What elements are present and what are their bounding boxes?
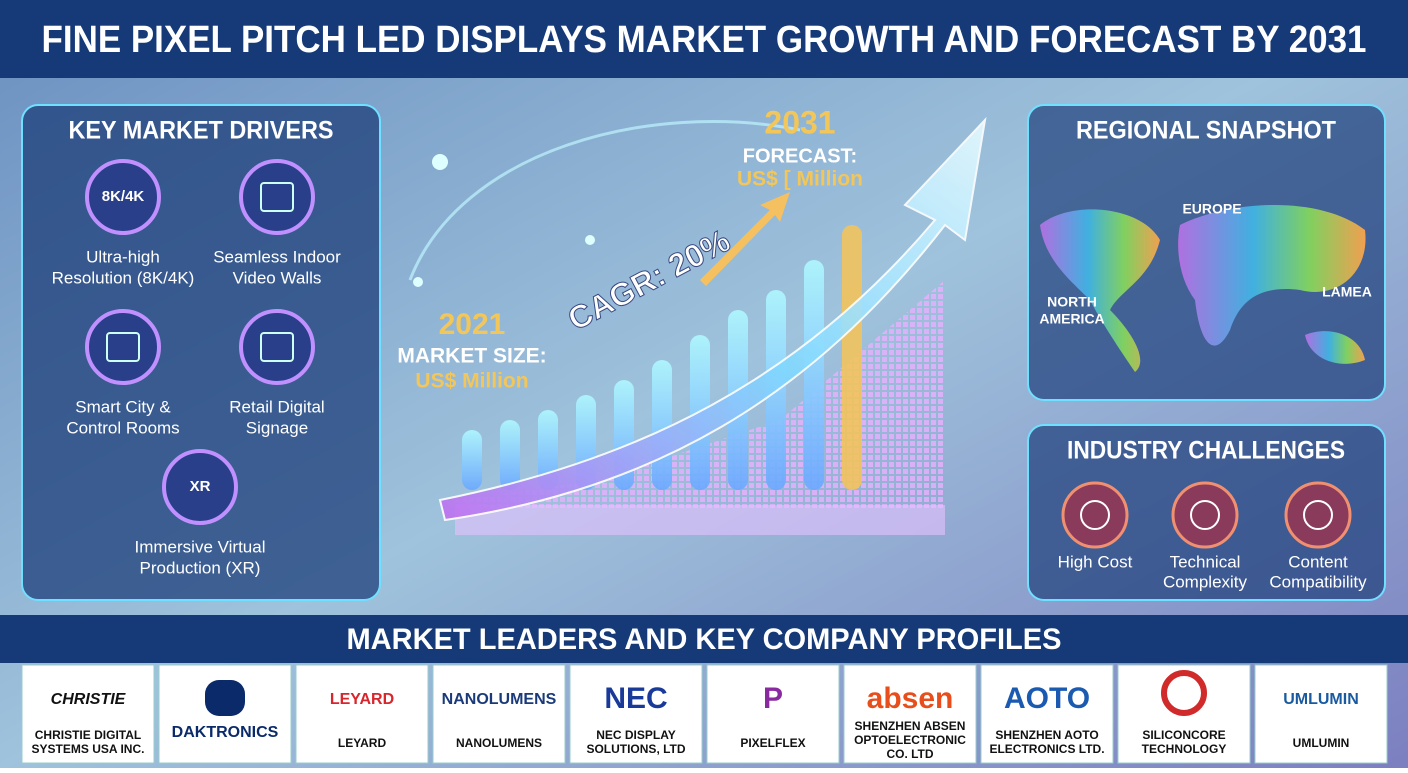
company-card <box>569 664 703 764</box>
region-label: LAMEA <box>1322 284 1372 300</box>
company-logo: AOTO <box>1004 682 1090 715</box>
company-logo-icon <box>1161 670 1207 716</box>
bar-column <box>842 225 862 490</box>
driver-icon <box>162 449 238 525</box>
bar-column <box>804 260 824 490</box>
cagr-arrow <box>700 192 790 286</box>
company-name: ELECTRONICS LTD. <box>989 742 1104 756</box>
region-label: NORTH <box>1047 294 1097 310</box>
logo-glyph <box>205 680 245 716</box>
region-label: AMERICA <box>1039 311 1104 327</box>
company-logo: NANOLUMENS <box>442 691 557 708</box>
company-name: CO. LTD <box>886 747 933 761</box>
company-card <box>980 664 1114 764</box>
company-card <box>843 664 977 764</box>
company-name: UMLUMIN <box>1293 736 1350 750</box>
driver-label: Retail Digital <box>229 397 324 416</box>
panel-title: KEY MARKET DRIVERS <box>69 117 334 145</box>
icon-glyph <box>1303 500 1333 530</box>
growth-arrow <box>438 116 987 522</box>
icon-glyph <box>260 332 294 362</box>
challenge-icon <box>1061 481 1129 549</box>
company-name: LEYARD <box>338 736 387 750</box>
company-name: CHRISTIE DIGITAL <box>35 728 141 742</box>
icon-glyph <box>260 182 294 212</box>
arc <box>408 120 801 281</box>
drivers-panel <box>21 104 381 601</box>
challenge-label: Technical <box>1170 552 1241 571</box>
driver-label: Video Walls <box>233 268 322 287</box>
world-map <box>1040 205 1366 372</box>
driver-label: Immersive Virtual <box>135 537 266 556</box>
company-card <box>706 664 840 764</box>
company-logo: CHRISTIE <box>51 691 127 708</box>
panel-title: REGIONAL SNAPSHOT <box>1076 117 1336 145</box>
start-label: MARKET SIZE: <box>397 345 546 368</box>
bar-column <box>500 420 520 490</box>
start-value: US$ Million <box>415 370 528 393</box>
company-logo: NEC <box>604 682 667 715</box>
driver-icon <box>239 309 315 385</box>
challenge-label: Content <box>1288 552 1348 571</box>
bar-column <box>462 430 482 490</box>
driver-label: Control Rooms <box>66 418 179 437</box>
base <box>455 505 945 535</box>
challenge-label: Complexity <box>1163 572 1248 591</box>
company-name: OPTOELECTRONIC <box>854 733 966 747</box>
driver-label: Production (XR) <box>140 558 261 577</box>
company-name: SHENZHEN AOTO <box>995 728 1098 742</box>
page-title: FINE PIXEL PITCH LED DISPLAYS MARKET GRO… <box>42 19 1367 61</box>
driver-icon <box>85 159 161 235</box>
driver-label: Seamless Indoor <box>213 247 341 266</box>
driver-label: Ultra-high <box>86 247 160 266</box>
growth-graphic <box>408 116 987 535</box>
icon-label: XR <box>190 478 211 495</box>
node <box>413 277 423 287</box>
bar-column <box>538 410 558 490</box>
company-name: TECHNOLOGY <box>1142 742 1227 756</box>
panel-title: INDUSTRY CHALLENGES <box>1067 437 1345 465</box>
company-card <box>1254 664 1388 764</box>
company-card <box>21 664 155 764</box>
leaders-title: MARKET LEADERS AND KEY COMPANY PROFILES <box>347 623 1062 656</box>
challenge-icon <box>1284 481 1352 549</box>
end-year: 2031 <box>764 104 835 140</box>
icon-label: 8K/4K <box>102 188 145 205</box>
company-name: PIXELFLEX <box>740 736 805 750</box>
leaders-bar <box>0 615 1408 663</box>
node <box>585 235 595 245</box>
bar-column <box>652 360 672 490</box>
company-logo: P <box>763 682 783 715</box>
challenge-label: High Cost <box>1058 552 1133 571</box>
node <box>432 154 448 170</box>
company-name: SHENZHEN ABSEN <box>855 719 966 733</box>
icon-glyph <box>1190 500 1220 530</box>
region-label: EUROPE <box>1182 201 1241 217</box>
start-year: 2021 <box>439 308 506 341</box>
company-card <box>295 664 429 764</box>
company-name: NANOLUMENS <box>456 736 542 750</box>
driver-icon <box>239 159 315 235</box>
end-value: US$ [ Million <box>737 168 863 191</box>
icon-glyph <box>106 332 140 362</box>
company-name: SYSTEMS USA INC. <box>32 742 145 756</box>
company-card <box>432 664 566 764</box>
driver-label: Smart City & <box>75 397 171 416</box>
company-logo: LEYARD <box>330 691 394 708</box>
company-name: SILICONCORE <box>1142 728 1225 742</box>
company-logo: UMLUMIN <box>1283 691 1359 708</box>
icon-glyph <box>1080 500 1110 530</box>
driver-icon <box>85 309 161 385</box>
driver-label: Signage <box>246 418 308 437</box>
company-logo: absen <box>867 682 954 715</box>
driver-label: Resolution (8K/4K) <box>52 268 195 287</box>
challenge-label: Compatibility <box>1269 572 1367 591</box>
end-label: FORECAST: <box>743 145 857 167</box>
company-name: SOLUTIONS, LTD <box>586 742 685 756</box>
company-logo: DAKTRONICS <box>172 724 279 741</box>
company-name: NEC DISPLAY <box>596 728 676 742</box>
title-bar <box>0 0 1408 78</box>
challenge-icon <box>1171 481 1239 549</box>
